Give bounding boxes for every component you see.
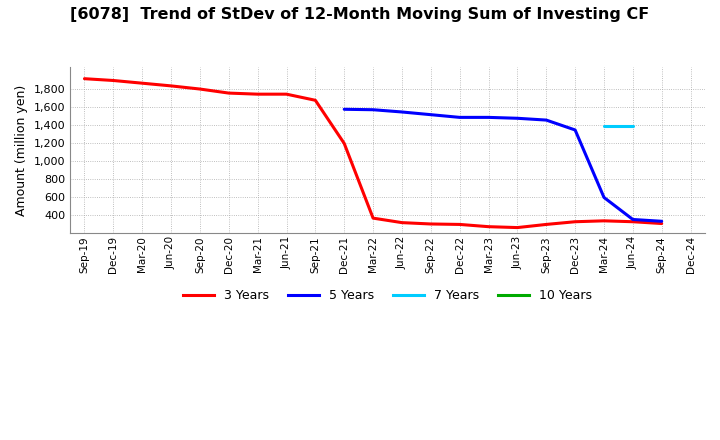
Text: [6078]  Trend of StDev of 12-Month Moving Sum of Investing CF: [6078] Trend of StDev of 12-Month Moving…: [71, 7, 649, 22]
Legend: 3 Years, 5 Years, 7 Years, 10 Years: 3 Years, 5 Years, 7 Years, 10 Years: [178, 284, 598, 307]
Y-axis label: Amount (million yen): Amount (million yen): [15, 84, 28, 216]
